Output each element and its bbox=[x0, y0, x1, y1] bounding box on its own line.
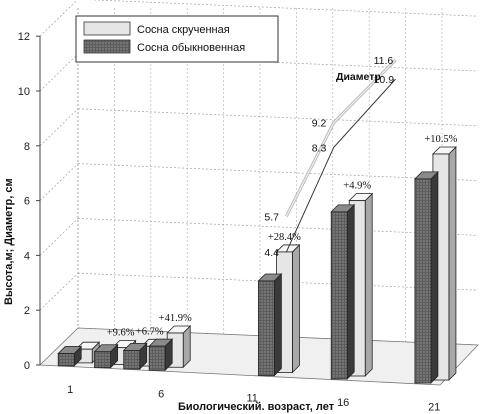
x-tick-labels: 1 6 11 16 21 bbox=[67, 384, 440, 414]
gridline-d bbox=[39, 163, 79, 201]
y-tick-label: 8 bbox=[24, 141, 30, 153]
diameter-label: 11.6 bbox=[374, 55, 394, 67]
bar-common-pine bbox=[122, 342, 148, 370]
diameter-lines: 4.4 5.7 8.3 9.2 10.9 11.6 bbox=[264, 55, 397, 259]
gridline-d bbox=[39, 272, 79, 311]
percent-label: +4.9% bbox=[343, 181, 371, 192]
percent-label: +10.5% bbox=[424, 134, 457, 145]
diameter-line-common bbox=[285, 78, 396, 253]
gridline-d bbox=[39, 53, 79, 92]
diameter-title: Диаметр bbox=[336, 71, 381, 83]
gridline-h bbox=[77, 163, 479, 181]
percent-label: +28.4% bbox=[268, 232, 301, 243]
y-tick-label: 10 bbox=[18, 86, 30, 98]
legend-label-twisted: Сосна скрученная bbox=[137, 24, 230, 36]
diameter-label: 5.7 bbox=[264, 211, 279, 223]
bar-common-pine bbox=[57, 345, 83, 367]
gridline-h bbox=[77, 218, 479, 236]
bar-common-pine bbox=[330, 203, 356, 380]
x-tick-label: 21 bbox=[428, 401, 440, 413]
bar-common-pine bbox=[257, 273, 283, 377]
bar-groups bbox=[57, 146, 457, 384]
legend: Сосна скрученная Сосна обыкновенная bbox=[75, 15, 279, 63]
x-axis-title: Биологический. возраст, лет bbox=[178, 401, 335, 413]
x-tick-label: 11 bbox=[246, 393, 257, 405]
y-tick-label: 4 bbox=[24, 250, 30, 262]
percent-label: +41.9% bbox=[159, 313, 192, 324]
y-tick-label: 2 bbox=[24, 305, 30, 317]
percent-label: +6.7% bbox=[136, 326, 164, 337]
x-tick-label: 16 bbox=[337, 397, 349, 409]
legend-swatch-twisted bbox=[83, 21, 131, 36]
gridline-d bbox=[39, 0, 78, 37]
diameter-label: 9.2 bbox=[312, 118, 327, 130]
legend-swatch-common bbox=[83, 39, 131, 54]
diameter-label: 4.4 bbox=[264, 247, 279, 259]
diameter-label: 8.3 bbox=[312, 142, 327, 154]
diameter-label: 10.9 bbox=[374, 74, 395, 86]
x-tick-label: 1 bbox=[67, 384, 73, 396]
y-tick-label: 6 bbox=[24, 196, 30, 208]
gridline-d bbox=[39, 218, 79, 256]
y-tick-label: 12 bbox=[18, 31, 30, 43]
x-tick-label: 6 bbox=[158, 388, 164, 400]
gridline-h bbox=[77, 108, 479, 127]
bar-common-pine bbox=[413, 170, 439, 384]
percent-label: +9.6% bbox=[107, 328, 135, 339]
y-axis-title: Высота,м; Диаметр, см bbox=[3, 178, 15, 305]
y-tick-label: 0 bbox=[24, 360, 30, 372]
percent-labels: +9.6% +6.7% +41.9% +28.4% +4.9% +10.5% bbox=[107, 134, 458, 339]
bar-common-pine bbox=[148, 338, 174, 372]
legend-label-common: Сосна обыкновенная bbox=[137, 42, 245, 54]
bar-twisted-pine bbox=[431, 146, 457, 381]
gridline-h bbox=[88, 0, 479, 17]
bar-common-pine bbox=[93, 343, 119, 369]
y-tick-labels: 0 2 4 6 8 10 12 bbox=[18, 31, 40, 372]
gridline-d bbox=[39, 108, 79, 147]
diameter-line-twisted-core bbox=[285, 59, 397, 217]
